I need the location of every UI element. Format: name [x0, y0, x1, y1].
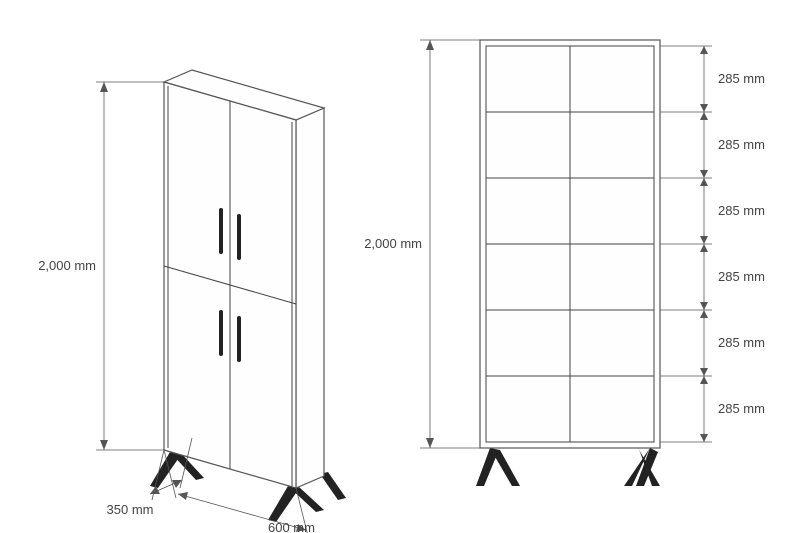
shelf-label-0: 285 mm	[718, 71, 765, 86]
dim-width-label: 600 mm	[268, 520, 315, 533]
shelf-label-3: 285 mm	[718, 269, 765, 284]
legs-front	[476, 448, 660, 486]
dim-depth-label: 350 mm	[107, 502, 154, 517]
dim-shelves: 285 mm 285 mm 285 mm 285 mm 285 mm 285 m…	[660, 46, 765, 442]
dim-height-left-label: 2,000 mm	[38, 258, 96, 273]
shelf-label-2: 285 mm	[718, 203, 765, 218]
front-elevation: 2,000 mm	[364, 40, 765, 486]
dim-height-right: 2,000 mm	[364, 40, 480, 448]
shelf-label-5: 285 mm	[718, 401, 765, 416]
shelf-label-1: 285 mm	[718, 137, 765, 152]
shelf-label-4: 285 mm	[718, 335, 765, 350]
dim-height-right-label: 2,000 mm	[364, 236, 422, 251]
